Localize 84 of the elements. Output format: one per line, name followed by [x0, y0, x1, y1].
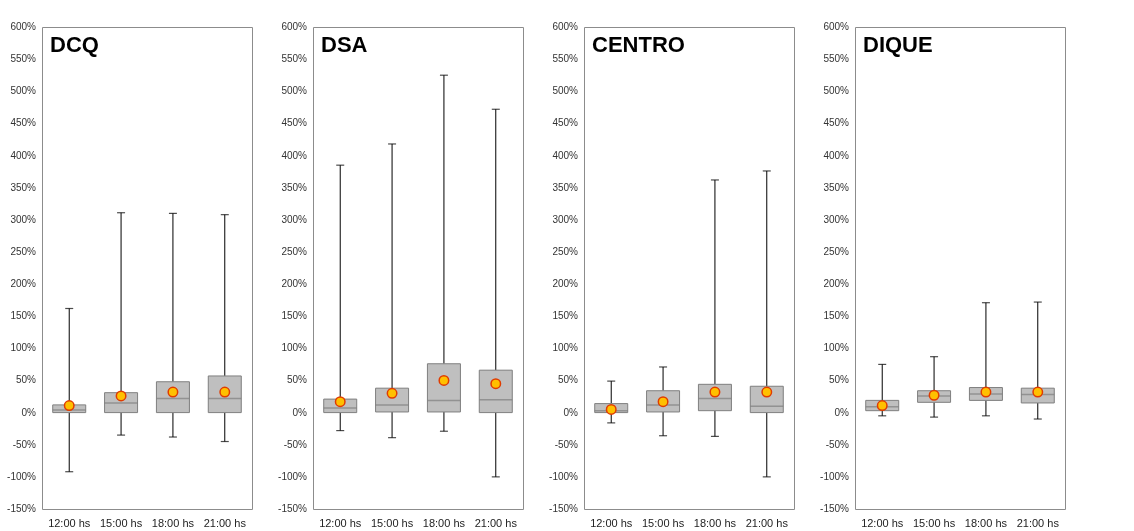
x-tick-label: 21:00 hs — [474, 516, 518, 529]
y-tick-label: 250% — [823, 245, 850, 257]
y-tick-label: 300% — [823, 213, 850, 225]
y-tick-label: 0% — [21, 406, 37, 418]
y-tick-label: 100% — [10, 342, 37, 354]
y-tick-label: -50% — [554, 438, 579, 450]
y-tick-label: 450% — [552, 117, 579, 129]
y-tick-label: 250% — [10, 245, 37, 257]
y-tick-label: 500% — [552, 85, 579, 97]
y-tick-label: 400% — [823, 149, 850, 161]
x-tick-label: 12:00 hs — [861, 516, 904, 529]
y-tick-label: 400% — [552, 149, 579, 161]
y-tick-label: 500% — [281, 85, 308, 97]
y-tick-label: -50% — [825, 438, 850, 450]
y-tick-label: 350% — [10, 181, 37, 193]
x-tick-label: 21:00 hs — [745, 516, 789, 529]
y-tick-label: -50% — [283, 438, 308, 450]
x-tick-label: 18:00 hs — [422, 516, 466, 529]
y-tick-label: 600% — [10, 21, 37, 32]
y-tick-label: 100% — [281, 342, 308, 354]
y-tick-label: 200% — [823, 278, 850, 290]
x-tick-label: 21:00 hs — [1016, 516, 1060, 529]
y-tick-label: 100% — [552, 342, 579, 354]
y-tick-label: 450% — [823, 117, 850, 129]
x-tick-label: 15:00 hs — [99, 516, 143, 529]
y-tick-label: 450% — [10, 117, 37, 129]
y-tick-label: 200% — [10, 278, 37, 290]
y-tick-label: 400% — [10, 149, 37, 161]
y-tick-label: 150% — [281, 310, 308, 322]
x-tick-label: 18:00 hs — [151, 516, 195, 529]
y-tick-label: 0% — [834, 406, 850, 418]
y-tick-label: -150% — [820, 503, 850, 514]
x-tick-label: 18:00 hs — [964, 516, 1008, 529]
y-tick-label: 150% — [552, 310, 579, 322]
x-tick-label: 15:00 hs — [370, 516, 414, 529]
y-tick-label: -100% — [278, 470, 308, 482]
y-tick-label: 350% — [281, 181, 308, 193]
y-tick-label: 600% — [281, 21, 308, 32]
x-tick-label: 12:00 hs — [48, 516, 91, 529]
y-tick-label: 150% — [823, 310, 850, 322]
y-tick-label: 400% — [281, 149, 308, 161]
y-tick-label: 600% — [552, 21, 579, 32]
y-tick-label: 100% — [823, 342, 850, 354]
y-tick-label: -50% — [12, 438, 37, 450]
y-tick-label: 150% — [10, 310, 37, 322]
y-tick-label: 550% — [552, 53, 579, 65]
y-tick-label: -150% — [7, 503, 37, 514]
y-tick-label: 500% — [10, 85, 37, 97]
y-tick-label: 50% — [286, 374, 308, 386]
x-tick-label: 12:00 hs — [319, 516, 362, 529]
chart-title: CENTRO — [592, 32, 685, 57]
y-tick-label: 350% — [552, 181, 579, 193]
y-tick-label: -100% — [820, 470, 850, 482]
y-tick-label: 350% — [823, 181, 850, 193]
y-tick-label: 200% — [552, 278, 579, 290]
y-tick-label: 300% — [552, 213, 579, 225]
y-tick-label: 250% — [552, 245, 579, 257]
y-tick-label: 300% — [281, 213, 308, 225]
y-tick-label: 600% — [823, 21, 850, 32]
y-tick-label: -150% — [278, 503, 308, 514]
x-tick-label: 18:00 hs — [693, 516, 737, 529]
y-tick-label: 50% — [15, 374, 37, 386]
y-tick-label: 0% — [292, 406, 308, 418]
chart-title: DIQUE — [863, 32, 933, 57]
y-tick-label: 50% — [828, 374, 850, 386]
y-tick-label: 50% — [557, 374, 579, 386]
y-tick-label: 300% — [10, 213, 37, 225]
y-tick-label: -150% — [549, 503, 579, 514]
y-tick-label: 0% — [563, 406, 579, 418]
y-tick-label: 550% — [281, 53, 308, 65]
y-tick-label: 550% — [10, 53, 37, 65]
x-tick-label: 15:00 hs — [912, 516, 956, 529]
x-tick-label: 15:00 hs — [641, 516, 685, 529]
chart-title: DSA — [321, 32, 368, 57]
y-tick-label: 200% — [281, 278, 308, 290]
y-tick-label: -100% — [7, 470, 37, 482]
x-tick-label: 21:00 hs — [203, 516, 247, 529]
y-tick-label: 450% — [281, 117, 308, 129]
y-tick-label: 500% — [823, 85, 850, 97]
y-tick-label: -100% — [549, 470, 579, 482]
y-tick-label: 550% — [823, 53, 850, 65]
chart-title: DCQ — [50, 32, 99, 57]
y-tick-label: 250% — [281, 245, 308, 257]
x-tick-label: 12:00 hs — [590, 516, 633, 529]
